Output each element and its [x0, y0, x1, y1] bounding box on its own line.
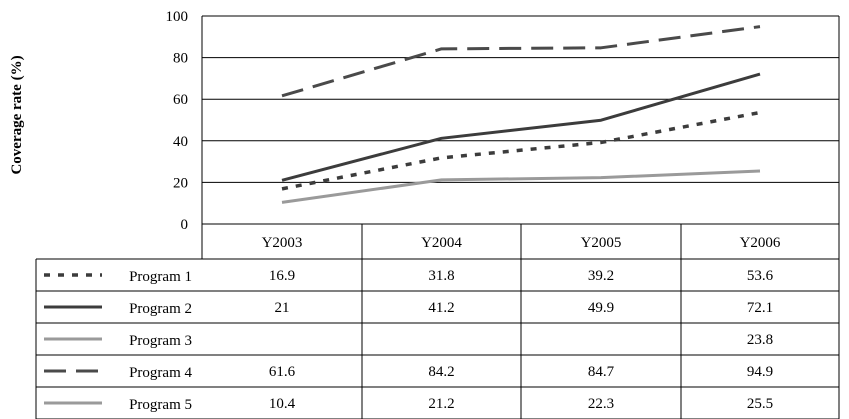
data-label: 49.9: [588, 300, 614, 316]
y-tick-label-20: 20: [173, 175, 188, 191]
series-line-program-5: [281, 169, 761, 204]
data-label: 94.9: [747, 364, 773, 380]
legend-label: Program 4: [129, 365, 192, 381]
data-label: 16.9: [269, 268, 295, 284]
x-category-label: Y2004: [421, 235, 462, 251]
series-line-program-1: [281, 110, 761, 191]
data-label: 25.5: [747, 396, 773, 412]
y-tick-label-80: 80: [173, 51, 188, 67]
data-label: 39.2: [588, 268, 614, 284]
x-category-label: Y2003: [262, 235, 303, 251]
data-label: 31.8: [428, 268, 454, 284]
data-label: 72.1: [747, 300, 773, 316]
data-label: 41.2: [428, 300, 454, 316]
data-label: 61.6: [269, 364, 296, 380]
x-category-label: Y2005: [581, 235, 622, 251]
data-table: Y2003 Y2004 Y2005 Y2006 Program 1 16.9 31.8 39.…: [35, 223, 840, 419]
y-tick-label-40: 40: [173, 134, 188, 150]
legend-label: Program 1: [129, 269, 192, 285]
data-label: 53.6: [747, 268, 774, 284]
data-label: 23.8: [747, 332, 773, 348]
legend-label: Program 5: [129, 397, 192, 413]
gridlines: [201, 15, 840, 419]
data-label: 22.3: [588, 396, 614, 412]
y-tick-label-0: 0: [181, 217, 189, 233]
legend-label: Program 3: [129, 333, 192, 349]
y-axis-label: Coverage rate (%): [9, 55, 25, 174]
data-label: 10.4: [269, 396, 296, 412]
x-category-label: Y2006: [740, 235, 781, 251]
data-label: 84.2: [428, 364, 454, 380]
y-tick-label-100: 100: [166, 9, 189, 25]
data-label: 21: [275, 300, 290, 316]
data-label: 21.2: [428, 396, 454, 412]
y-tick-label-60: 60: [173, 92, 188, 108]
series-line-program-4: [281, 25, 761, 98]
series-lines: [281, 25, 761, 204]
y-axis-ticks: 0 20 40 60 80 100: [166, 9, 189, 233]
legend-label: Program 2: [129, 301, 192, 317]
data-label: 84.7: [588, 364, 615, 380]
series-line-program-2: [281, 72, 761, 182]
